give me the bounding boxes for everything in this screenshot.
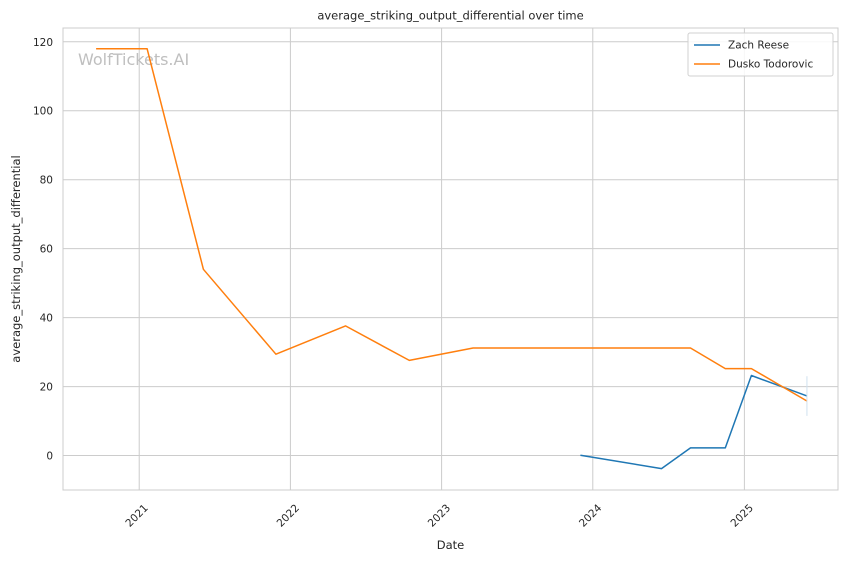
legend: Zach Reese Dusko Todorovic	[687, 32, 834, 77]
legend-box	[687, 32, 834, 77]
y-tick-label: 20	[40, 382, 53, 394]
watermark-text: WolfTickets.AI	[78, 50, 189, 69]
series-layer	[96, 47, 808, 470]
y-tick-label: 0	[46, 451, 53, 463]
x-tick-label: 2024	[577, 502, 605, 530]
chart-title: average_striking_output_differential ove…	[317, 9, 583, 23]
y-tick-label: 80	[40, 175, 53, 187]
y-tick-label: 40	[40, 313, 53, 325]
x-axis-label: Date	[437, 538, 465, 552]
series-line-dusko-todorovic	[96, 47, 808, 402]
y-tick-label: 60	[40, 244, 53, 256]
y-axis-label: average_striking_output_differential	[9, 155, 23, 362]
legend-label-dusko-todorovic: Dusko Todorovic	[728, 59, 813, 71]
grid	[63, 28, 838, 490]
x-tick-label: 2025	[729, 502, 756, 529]
axes-frame	[62, 27, 839, 491]
x-tick-label: 2022	[275, 502, 302, 529]
x-tick-label: 2021	[123, 502, 150, 529]
y-tick-label: 100	[33, 106, 53, 118]
series-line-zach-reese	[580, 374, 808, 470]
x-tick-label: 2023	[426, 502, 453, 529]
legend-label-zach-reese: Zach Reese	[728, 40, 789, 52]
y-tick-label: 120	[33, 37, 53, 49]
